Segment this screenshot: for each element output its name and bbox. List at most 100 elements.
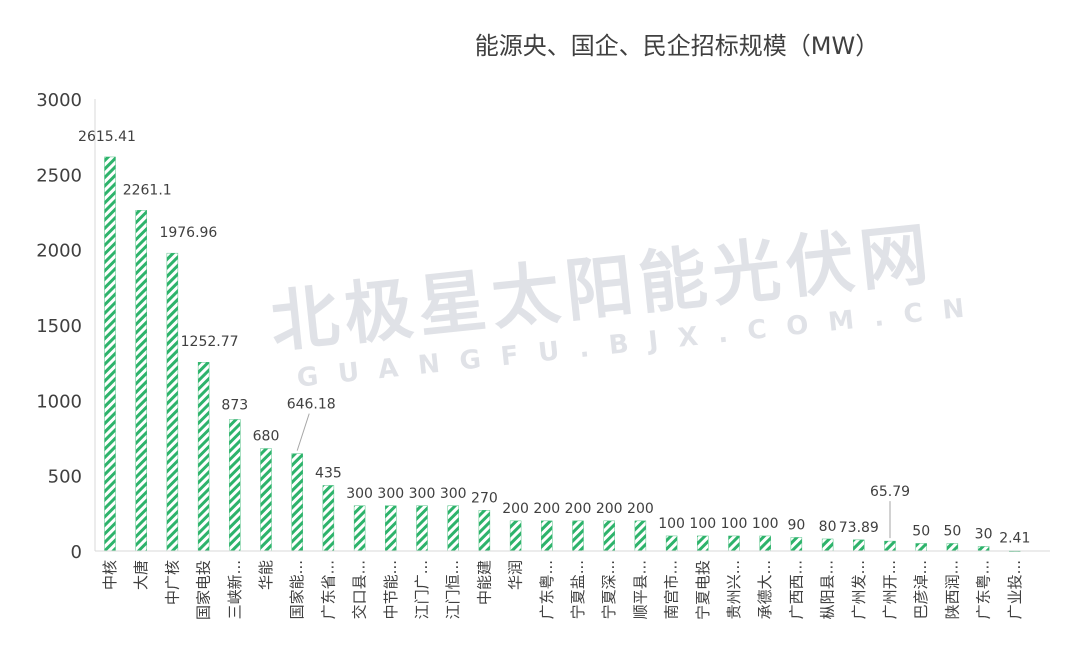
bar (884, 540, 896, 552)
x-tick-label: 贵州兴... (725, 560, 743, 619)
y-tick-label: 3000 (36, 90, 82, 111)
data-label: 90 (787, 517, 805, 533)
data-label: 80 (819, 519, 837, 535)
x-tick-label: 国家电投 (195, 560, 213, 620)
bars (104, 156, 1021, 552)
x-tick-label: 中能建 (475, 560, 493, 605)
x-tick-label: 中核 (101, 560, 119, 590)
x-tick-label: 南宫市... (663, 560, 681, 619)
data-label: 2261.1 (123, 182, 172, 198)
x-tick-label: 交口县... (351, 560, 369, 619)
data-label: 200 (627, 501, 654, 517)
x-tick-label: 顺平县... (631, 560, 649, 619)
data-label: 435 (315, 465, 342, 481)
x-tick-label: 国家能... (288, 560, 306, 619)
x-tick-label: 枞阳县... (819, 560, 837, 619)
x-tick-label: 三峡新... (226, 560, 244, 619)
bar (541, 520, 553, 552)
bar (759, 535, 771, 552)
data-label: 30 (975, 526, 993, 542)
data-label: 100 (658, 516, 685, 532)
data-label: 65.79 (870, 484, 910, 500)
data-label: 200 (502, 501, 529, 517)
x-tick-label: 广东省... (319, 560, 337, 619)
y-tick-label: 2500 (36, 165, 82, 186)
x-tick-label: 宁夏深... (600, 560, 618, 619)
bar (166, 252, 179, 552)
data-label: 2.41 (999, 531, 1030, 547)
data-label: 300 (346, 486, 373, 502)
bar (385, 505, 397, 552)
x-tick-label: 广西西... (787, 560, 805, 619)
bar (478, 510, 491, 552)
data-label: 1976.96 (159, 225, 217, 241)
bar (728, 535, 740, 552)
bar (322, 485, 335, 552)
data-label: 270 (471, 490, 498, 506)
bar (790, 537, 803, 552)
bar (509, 520, 522, 552)
x-tick-label: 宁夏盐... (569, 560, 587, 619)
bar (697, 535, 709, 552)
data-label: 300 (377, 486, 404, 502)
chart-title: 能源央、国企、民企招标规模（MW） (475, 32, 879, 60)
data-label: 2615.41 (78, 129, 136, 145)
x-tick-label: 广州发... (850, 560, 868, 619)
data-label: 100 (752, 516, 779, 532)
x-tick-label: 广州开... (881, 560, 899, 619)
x-tick-label: 华能 (257, 560, 275, 590)
x-tick-label: 广业投... (1006, 560, 1024, 619)
x-tick-label: 江门广... (413, 560, 431, 619)
bar (665, 535, 678, 552)
bar (416, 505, 428, 552)
y-tick-label: 500 (48, 467, 82, 488)
x-tick-label: 巴彦淖... (912, 560, 930, 619)
data-label: 646.18 (287, 397, 336, 413)
data-label: 50 (943, 523, 961, 539)
bar (260, 448, 272, 552)
data-label: 680 (253, 429, 280, 445)
data-label: 100 (689, 516, 716, 532)
bar (977, 546, 990, 552)
x-tick-label: 中广核 (163, 560, 181, 605)
bar (104, 156, 116, 552)
y-tick-label: 1500 (36, 316, 82, 337)
x-tick-label: 广东粤... (538, 560, 556, 619)
data-label: 300 (440, 486, 467, 502)
bar (229, 419, 241, 552)
bar (135, 210, 147, 552)
bar (197, 362, 210, 552)
data-label: 100 (721, 516, 748, 532)
x-tick-label: 承德大... (756, 560, 774, 619)
data-labels: 2615.41 2261.1 1976.96 1252.77 873 680 646.18 4… (78, 129, 1030, 547)
x-tick-label: 江门恒... (444, 560, 462, 619)
data-label: 50 (912, 523, 930, 539)
leader-line (296, 413, 310, 451)
bar (572, 520, 584, 552)
data-label: 73.89 (839, 520, 879, 536)
y-tick-label: 1000 (36, 391, 82, 412)
data-label: 873 (221, 397, 248, 413)
y-axis: 0 500 1000 1500 2000 2500 3000 (36, 90, 96, 563)
bar (853, 539, 865, 552)
data-label: 1252.77 (181, 334, 239, 350)
bar (915, 543, 927, 552)
x-tick-label: 广东粤... (975, 560, 993, 619)
data-label: 300 (409, 486, 436, 502)
x-tick-label: 中节能... (382, 560, 400, 619)
data-label: 200 (565, 501, 592, 517)
x-axis: 中核 大唐 中广核 国家电投 三峡新... 华能 国家能... 广东省... 交口县... 中节能… (95, 550, 1050, 620)
x-tick-label: 宁夏电投 (694, 560, 712, 620)
bar (603, 520, 615, 552)
x-tick-label: 陕西润... (943, 560, 961, 619)
bar (821, 538, 834, 552)
bar (634, 520, 647, 552)
data-label: 200 (533, 501, 560, 517)
y-tick-label: 0 (71, 542, 82, 563)
bar (353, 505, 366, 552)
x-tick-label: 大唐 (132, 560, 150, 590)
bar (946, 543, 959, 552)
y-tick-label: 2000 (36, 241, 82, 262)
bar (447, 505, 459, 552)
